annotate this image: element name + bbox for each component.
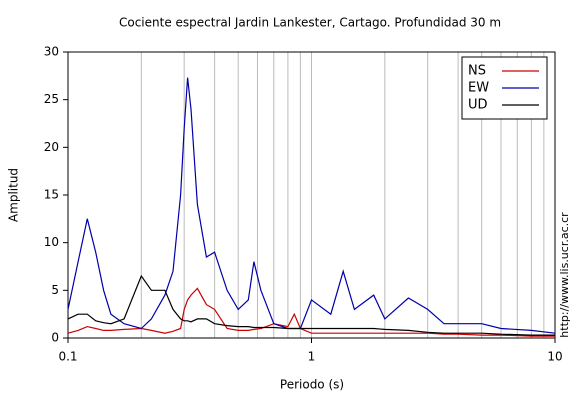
x-axis-label: Periodo (s) (280, 378, 344, 392)
y-tick-label: 25 (44, 92, 59, 106)
x-tick-label: 0.1 (58, 350, 77, 364)
y-tick-label: 5 (51, 283, 59, 297)
y-tick-label: 20 (44, 140, 59, 154)
side-text: http://www.lis.ucr.ac.cr (558, 212, 571, 338)
y-axis-label: Amplitud (7, 168, 21, 222)
x-tick-label: 1 (308, 350, 316, 364)
y-tick-label: 0 (51, 331, 59, 345)
series-line (67, 287, 555, 337)
chart-title: Cociente espectral Jardin Lankester, Car… (119, 16, 501, 30)
plot-frame (67, 51, 556, 339)
legend-label: EW (468, 81, 489, 96)
y-tick-label: 10 (44, 235, 59, 249)
legend-label: NS (468, 64, 486, 79)
y-tick-label: 15 (44, 188, 59, 202)
x-tick-label: 10 (547, 350, 562, 364)
series-line (67, 77, 556, 334)
series-line (67, 274, 555, 336)
y-tick-label: 30 (44, 45, 59, 59)
legend-label: UD (468, 98, 488, 113)
